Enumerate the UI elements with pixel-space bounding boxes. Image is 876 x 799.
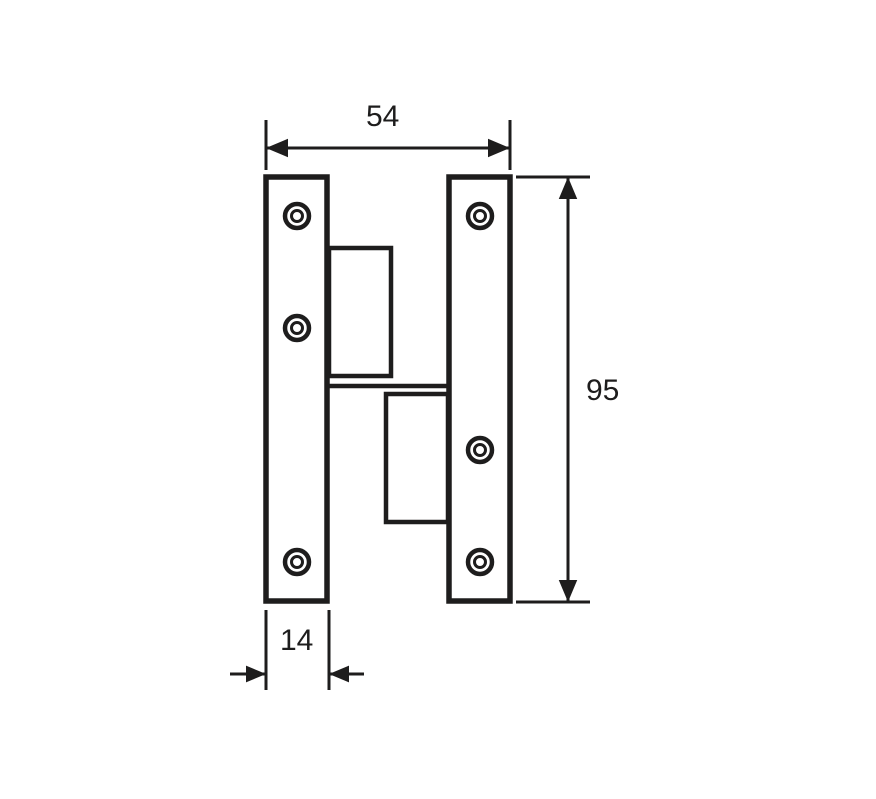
- arrowhead: [246, 666, 266, 683]
- left-knuckle: [329, 248, 391, 376]
- technical-drawing: 54 95 14: [0, 0, 876, 799]
- drawing-svg: [0, 0, 876, 799]
- arrowhead: [266, 139, 288, 157]
- arrowhead: [488, 139, 510, 157]
- right-plate: [449, 177, 510, 601]
- arrowhead: [329, 666, 349, 683]
- arrowhead: [559, 177, 577, 199]
- arrowhead: [559, 580, 577, 602]
- right-knuckle: [386, 394, 448, 522]
- dim-height-label: 95: [586, 374, 619, 408]
- dim-thickness-label: 14: [280, 624, 313, 658]
- left-plate: [266, 177, 327, 601]
- dim-width-label: 54: [366, 100, 399, 134]
